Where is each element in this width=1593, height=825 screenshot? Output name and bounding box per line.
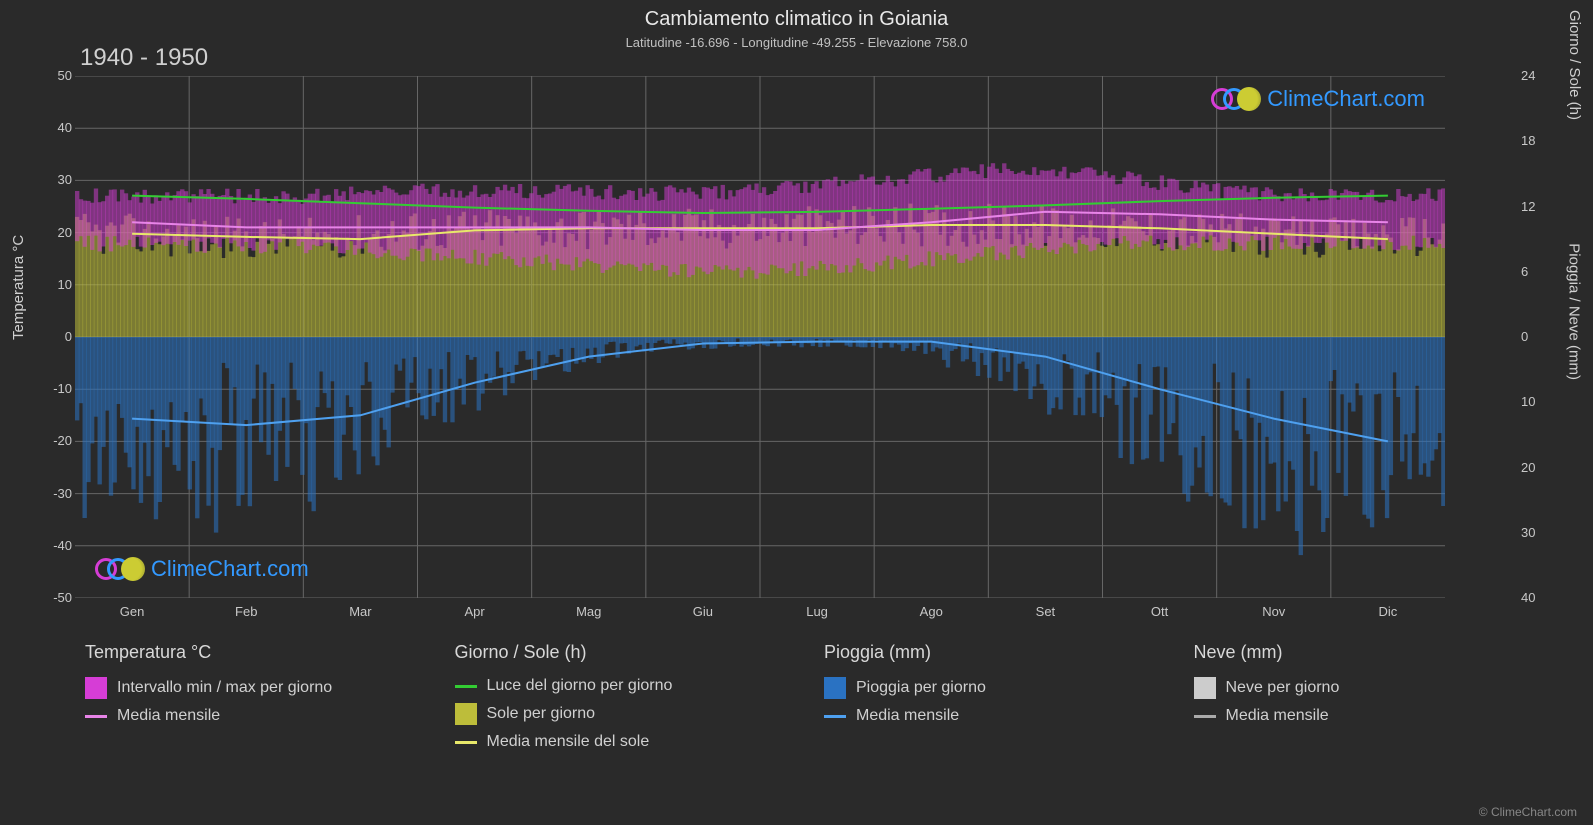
y-tick-right: 40 (1521, 590, 1545, 605)
legend-label: Pioggia per giorno (856, 679, 986, 697)
legend-item: Media mensile del sole (455, 729, 795, 755)
y-tick-left: -10 (48, 381, 72, 396)
watermark-bottom: ClimeChart.com (95, 556, 309, 582)
watermark-text: ClimeChart.com (151, 556, 309, 582)
watermark-text: ClimeChart.com (1267, 86, 1425, 112)
legend-col-temperature: Temperatura °C Intervallo min / max per … (85, 642, 425, 755)
y-axis-right-top-label: Giorno / Sole (h) (1566, 10, 1583, 120)
y-tick-left: 20 (48, 225, 72, 240)
watermark-top: ClimeChart.com (1211, 86, 1425, 112)
chart-plot-area: ClimeChart.com ClimeChart.com (75, 76, 1445, 598)
y-tick-left: 30 (48, 172, 72, 187)
y-axis-right-bottom-label: Pioggia / Neve (mm) (1566, 243, 1583, 380)
legend-item: Media mensile (85, 703, 425, 729)
y-tick-left: 0 (48, 329, 72, 344)
y-tick-right: 10 (1521, 394, 1545, 409)
legend-col-rain: Pioggia (mm) Pioggia per giorno Media men… (824, 642, 1164, 755)
y-tick-left: 50 (48, 68, 72, 83)
legend-swatch-icon (455, 703, 477, 725)
legend-line-icon (824, 715, 846, 718)
x-tick: Feb (235, 604, 257, 619)
legend-swatch-icon (824, 677, 846, 699)
legend-label: Luce del giorno per giorno (487, 677, 673, 695)
x-tick: Mar (349, 604, 371, 619)
x-tick: Gen (120, 604, 145, 619)
y-tick-right: 20 (1521, 460, 1545, 475)
y-tick-right: 0 (1521, 329, 1545, 344)
y-tick-left: -40 (48, 538, 72, 553)
legend-col-daylight: Giorno / Sole (h) Luce del giorno per gi… (455, 642, 795, 755)
chart-title: Cambiamento climatico in Goiania (0, 0, 1593, 31)
legend-label: Sole per giorno (487, 705, 596, 723)
x-tick: Dic (1379, 604, 1398, 619)
y-axis-left-label: Temperatura °C (10, 235, 27, 340)
legend-line-icon (1194, 715, 1216, 718)
legend-col-snow: Neve (mm) Neve per giorno Media mensile (1194, 642, 1534, 755)
legend-item: Intervallo min / max per giorno (85, 673, 425, 703)
x-tick: Nov (1262, 604, 1285, 619)
legend-item: Media mensile (824, 703, 1164, 729)
y-tick-right: 18 (1521, 133, 1545, 148)
legend-heading: Neve (mm) (1194, 642, 1534, 663)
x-tick: Lug (806, 604, 828, 619)
legend-label: Intervallo min / max per giorno (117, 679, 332, 697)
y-tick-left: 40 (48, 120, 72, 135)
chart-svg (75, 76, 1445, 598)
legend: Temperatura °C Intervallo min / max per … (85, 642, 1533, 755)
legend-heading: Giorno / Sole (h) (455, 642, 795, 663)
y-tick-left: -50 (48, 590, 72, 605)
x-tick: Set (1036, 604, 1056, 619)
legend-label: Media mensile (856, 707, 959, 725)
chart-subtitle: Latitudine -16.696 - Longitudine -49.255… (0, 31, 1593, 50)
y-tick-left: -30 (48, 486, 72, 501)
legend-label: Media mensile del sole (487, 733, 650, 751)
legend-item: Sole per giorno (455, 699, 795, 729)
y-tick-right: 12 (1521, 199, 1545, 214)
legend-heading: Pioggia (mm) (824, 642, 1164, 663)
y-tick-left: 10 (48, 277, 72, 292)
year-range: 1940 - 1950 (80, 44, 208, 72)
legend-item: Neve per giorno (1194, 673, 1534, 703)
y-tick-right: 24 (1521, 68, 1545, 83)
legend-line-icon (85, 715, 107, 718)
x-tick: Mag (576, 604, 601, 619)
y-tick-right: 30 (1521, 525, 1545, 540)
logo-icon (95, 557, 145, 581)
logo-icon (1211, 87, 1261, 111)
x-tick: Ago (920, 604, 943, 619)
legend-line-icon (455, 685, 477, 688)
copyright: © ClimeChart.com (1479, 805, 1577, 819)
legend-heading: Temperatura °C (85, 642, 425, 663)
x-tick: Giu (693, 604, 713, 619)
legend-line-icon (455, 741, 477, 744)
legend-swatch-icon (85, 677, 107, 699)
x-tick: Ott (1151, 604, 1168, 619)
legend-label: Neve per giorno (1226, 679, 1340, 697)
legend-item: Pioggia per giorno (824, 673, 1164, 703)
legend-label: Media mensile (117, 707, 220, 725)
legend-label: Media mensile (1226, 707, 1329, 725)
x-tick: Apr (464, 604, 484, 619)
legend-swatch-icon (1194, 677, 1216, 699)
legend-item: Media mensile (1194, 703, 1534, 729)
y-tick-right: 6 (1521, 264, 1545, 279)
y-tick-left: -20 (48, 433, 72, 448)
legend-item: Luce del giorno per giorno (455, 673, 795, 699)
